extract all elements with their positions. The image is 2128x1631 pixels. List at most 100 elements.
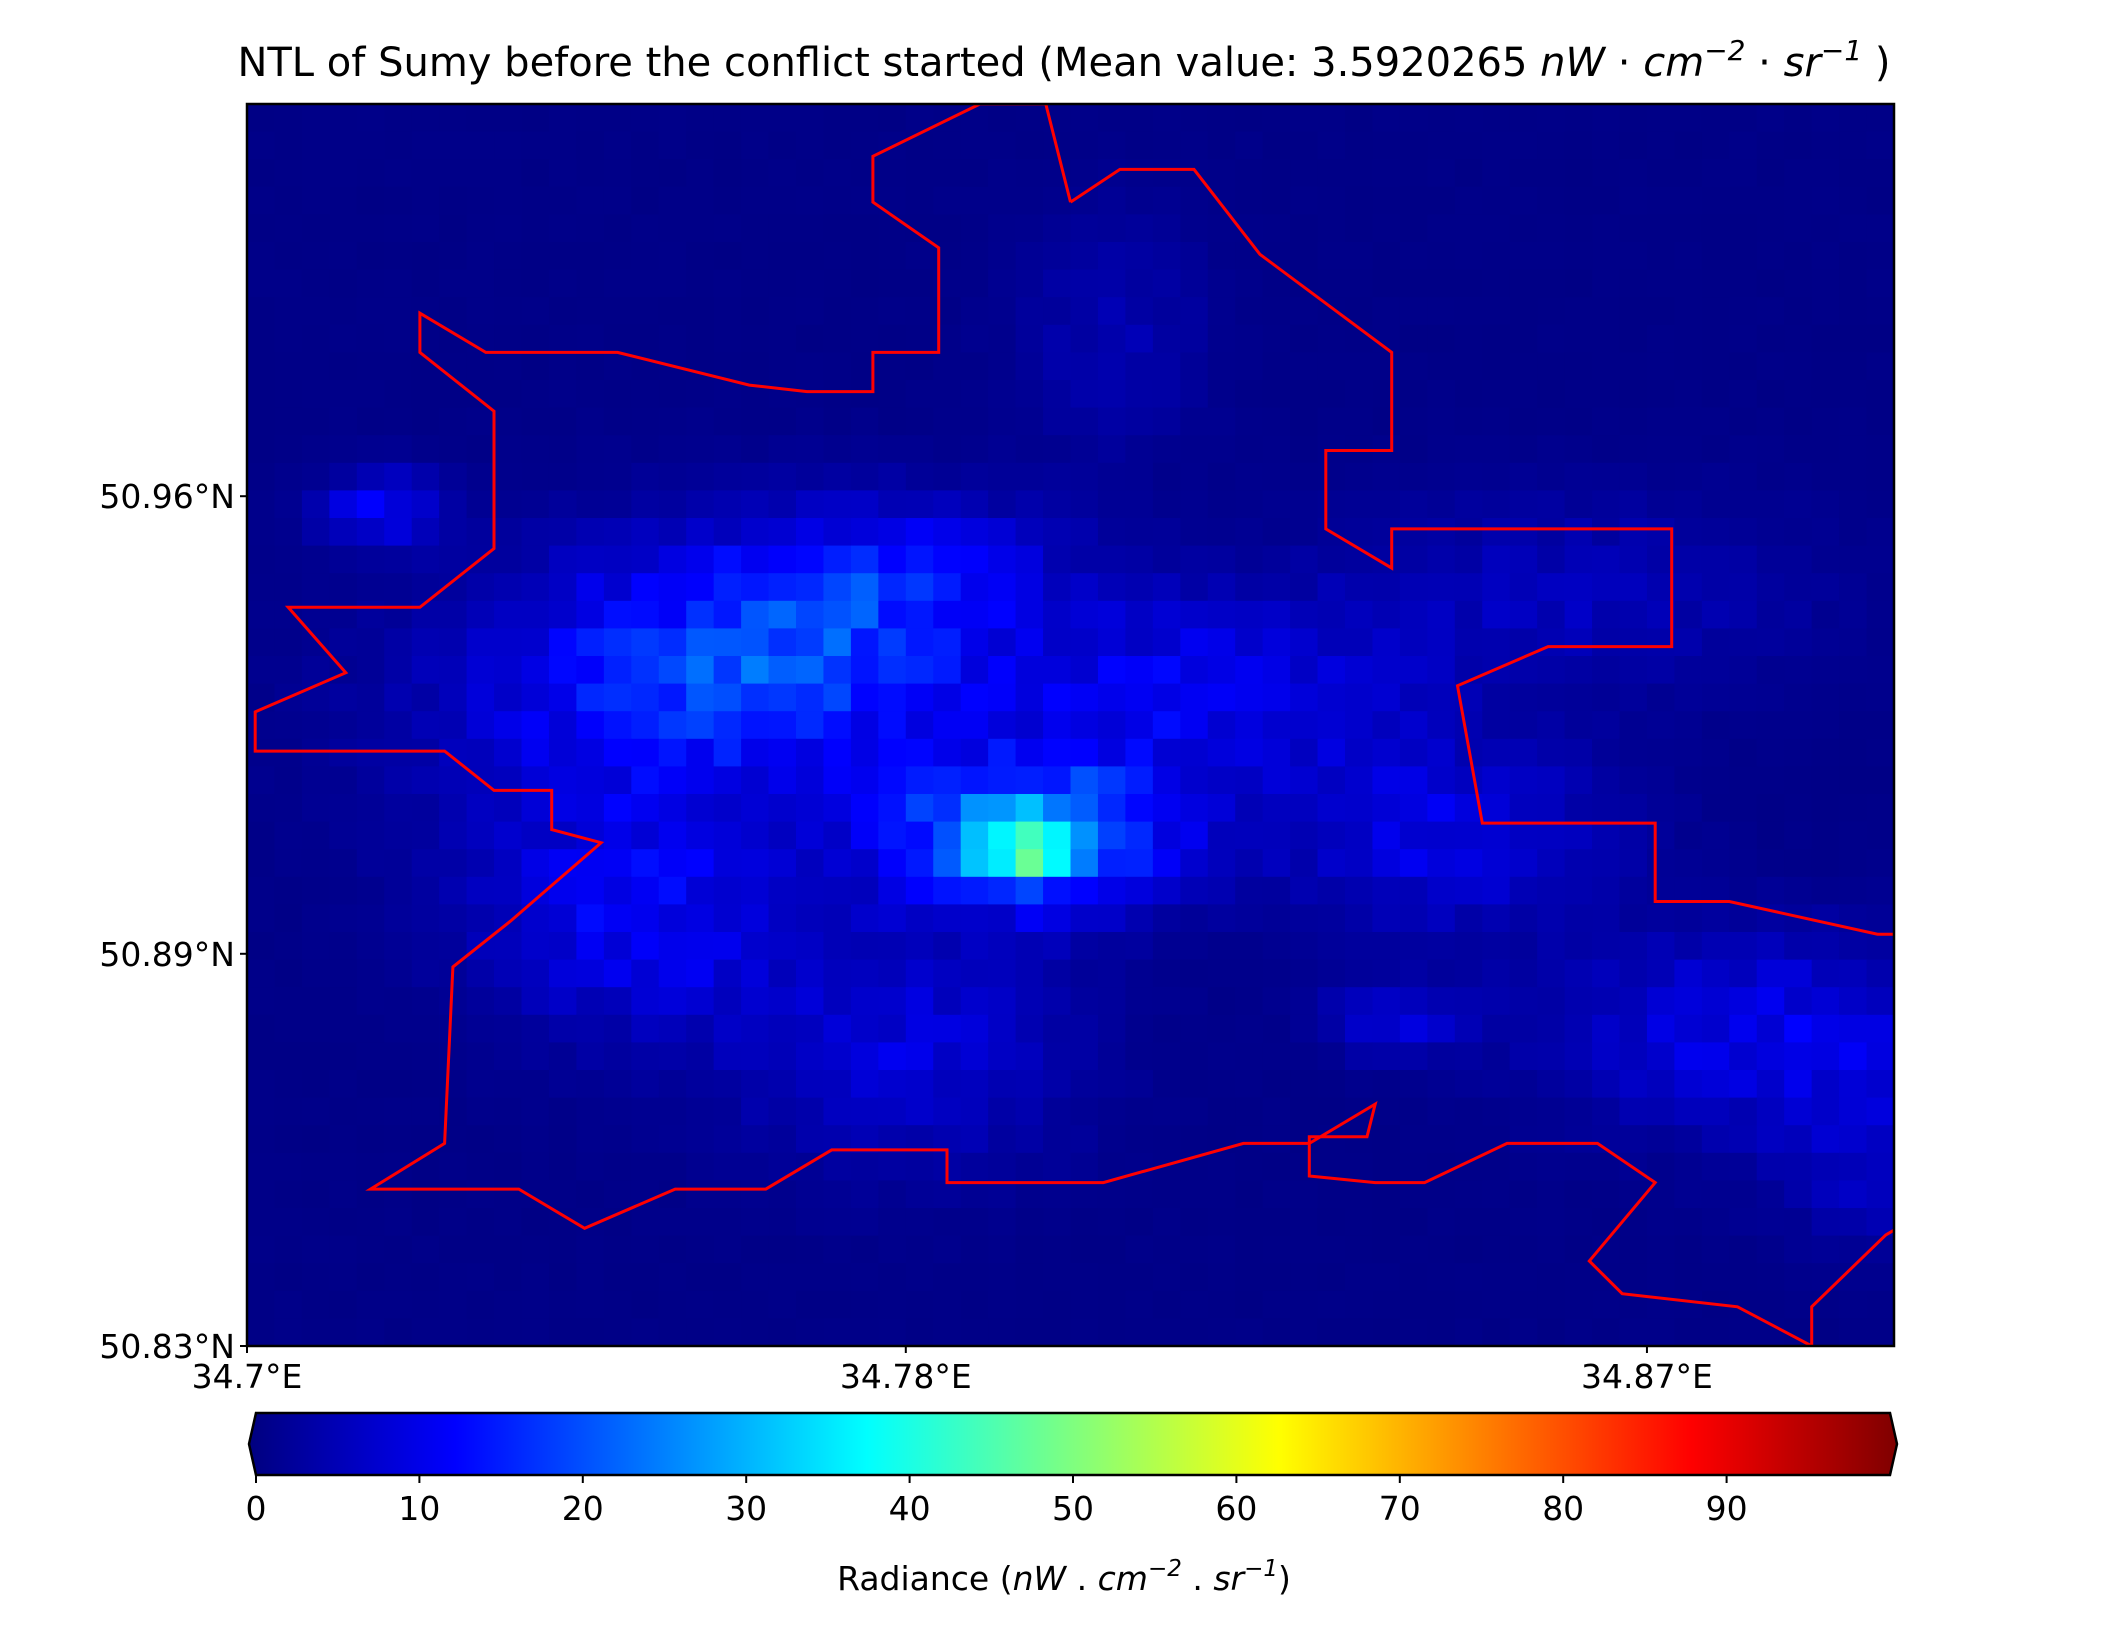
heatmap-cell [1839,186,1868,215]
heatmap-cell [1674,1014,1703,1043]
heatmap-cell [247,766,276,795]
heatmap-cell [1015,766,1044,795]
heatmap-cell [466,1125,495,1154]
heatmap-cell [1427,932,1456,961]
heatmap-cell [1207,656,1236,685]
heatmap-cell [1043,1070,1072,1099]
heatmap-cell [878,1208,907,1237]
heatmap-cell [1866,794,1894,823]
heatmap-cell [1399,435,1428,464]
heatmap-cell [1097,656,1126,685]
heatmap-cell [384,1097,413,1126]
heatmap-cell [329,352,358,381]
heatmap-cell [1399,1180,1428,1209]
heatmap-cell [411,214,440,243]
heatmap-cell [1015,186,1044,215]
heatmap-cell [1784,1070,1813,1099]
heatmap-cell [933,518,962,547]
heatmap-cell [1097,1318,1126,1346]
heatmap-cell [439,407,468,436]
heatmap-cell [1207,242,1236,271]
heatmap-cell [713,269,742,298]
heatmap-cell [521,490,550,519]
heatmap-cell [960,297,989,326]
heatmap-cell [1097,1097,1126,1126]
heatmap-cell [1701,1070,1730,1099]
heatmap-cell [1399,518,1428,547]
heatmap-cell [247,711,276,740]
heatmap-cell [1372,462,1401,491]
heatmap-cell [439,352,468,381]
heatmap-cell [1097,600,1126,629]
heatmap-cell [713,1070,742,1099]
heatmap-cell [741,186,770,215]
heatmap-cell [576,628,605,657]
heatmap-cell [548,159,577,188]
heatmap-cell [1070,380,1099,409]
heatmap-cell [823,324,852,353]
heatmap-cell [686,738,715,767]
heatmap-cell [1646,959,1675,988]
heatmap-cell [356,104,385,133]
heatmap-cell [1070,131,1099,160]
heatmap-cell [1427,518,1456,547]
heatmap-cell [1729,766,1758,795]
heatmap-cell [823,959,852,988]
heatmap-cell [411,656,440,685]
heatmap-cell [247,1318,276,1346]
heatmap-cell [850,159,879,188]
colorbar-tick-label: 40 [889,1489,931,1528]
heatmap-cell [1317,600,1346,629]
heatmap-cell [1207,849,1236,878]
heatmap-cell [1180,711,1209,740]
heatmap-cell [960,876,989,905]
heatmap-cell [1152,1097,1181,1126]
heatmap-cell [713,104,742,133]
heatmap-cell [1482,876,1511,905]
heatmap-cell [960,1152,989,1181]
heatmap-cell [686,407,715,436]
heatmap-cell [1811,1014,1840,1043]
heatmap-cell [1180,214,1209,243]
heatmap-cell [301,435,330,464]
heatmap-cell [933,490,962,519]
heatmap-cell [1290,656,1319,685]
heatmap-cell [494,104,523,133]
heatmap-cell [960,214,989,243]
heatmap-cell [1290,1208,1319,1237]
heatmap-cell [1152,904,1181,933]
heatmap-cell [631,186,660,215]
heatmap-cell [1454,1097,1483,1126]
heatmap-cell [384,600,413,629]
heatmap-cell [1235,987,1264,1016]
heatmap-cell [631,1152,660,1181]
heatmap-cell [1701,987,1730,1016]
heatmap-cell [960,683,989,712]
heatmap-cell [1427,242,1456,271]
heatmap-cell [1180,104,1209,133]
heatmap-cell [439,1014,468,1043]
heatmap-cell [1646,987,1675,1016]
heatmap-cell [576,1097,605,1126]
heatmap-cell [1125,214,1154,243]
heatmap-cell [1866,1263,1894,1292]
heatmap-cell [1454,242,1483,271]
heatmap-cell [1784,1180,1813,1209]
heatmap-cell [1839,1070,1868,1099]
heatmap-cell [713,324,742,353]
heatmap-cell [274,518,303,547]
heatmap-cell [603,766,632,795]
heatmap-cell [878,462,907,491]
heatmap-cell [850,1318,879,1346]
heatmap-cell [1043,380,1072,409]
heatmap-cell [356,214,385,243]
heatmap-cell [1454,214,1483,243]
heatmap-cell [823,352,852,381]
heatmap-cell [1839,407,1868,436]
heatmap-cell [658,932,687,961]
heatmap-cell [741,987,770,1016]
heatmap-cell [1811,1042,1840,1071]
heatmap-cell [1701,435,1730,464]
heatmap-cell [631,104,660,133]
heatmap-cell [1701,269,1730,298]
